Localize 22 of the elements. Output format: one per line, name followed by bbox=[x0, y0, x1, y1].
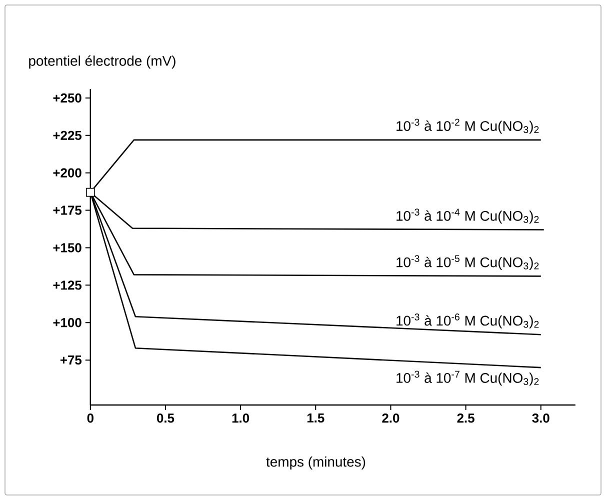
x-tick-label: 0.5 bbox=[156, 414, 174, 423]
y-tick-label: +125 bbox=[53, 280, 82, 290]
x-tick-label: 2.0 bbox=[382, 414, 400, 423]
y-tick-label: +100 bbox=[53, 318, 82, 328]
series-label: 10$^{-3}$ à 10$^{-5}$ M Cu(NO$_{3}$)$_{2}$ bbox=[396, 255, 539, 270]
x-tick-label: 0 bbox=[87, 414, 94, 423]
y-tick-label: +250 bbox=[53, 93, 82, 103]
x-tick-label: 2.5 bbox=[457, 414, 474, 423]
y-tick-label: +150 bbox=[53, 243, 82, 252]
series-label: 10$^{-3}$ à 10$^{-2}$ M Cu(NO$_{3}$)$_{2}$ bbox=[396, 118, 539, 134]
y-tick-label: +225 bbox=[53, 130, 82, 140]
series-label: 10$^{-3}$ à 10$^{-6}$ M Cu(NO$_{3}$)$_{2}$ bbox=[396, 314, 539, 328]
y-axis-title: potentiel électrode (mV) bbox=[29, 55, 176, 69]
y-tick-label: +175 bbox=[53, 206, 82, 215]
x-axis-title: temps (minutes) bbox=[266, 456, 366, 470]
y-tick-label: +200 bbox=[53, 168, 82, 178]
x-tick-label: 1.5 bbox=[307, 414, 324, 423]
y-tick-label: +75 bbox=[60, 356, 82, 365]
series-label: 10$^{-3}$ à 10$^{-4}$ M Cu(NO$_{3}$)$_{2}$ bbox=[396, 208, 539, 224]
series-label: 10$^{-3}$ à 10$^{-7}$ M Cu(NO$_{3}$)$_{2}$ bbox=[396, 370, 539, 386]
x-tick-label: 1.0 bbox=[232, 414, 250, 423]
x-tick-label: 3.0 bbox=[532, 414, 550, 423]
